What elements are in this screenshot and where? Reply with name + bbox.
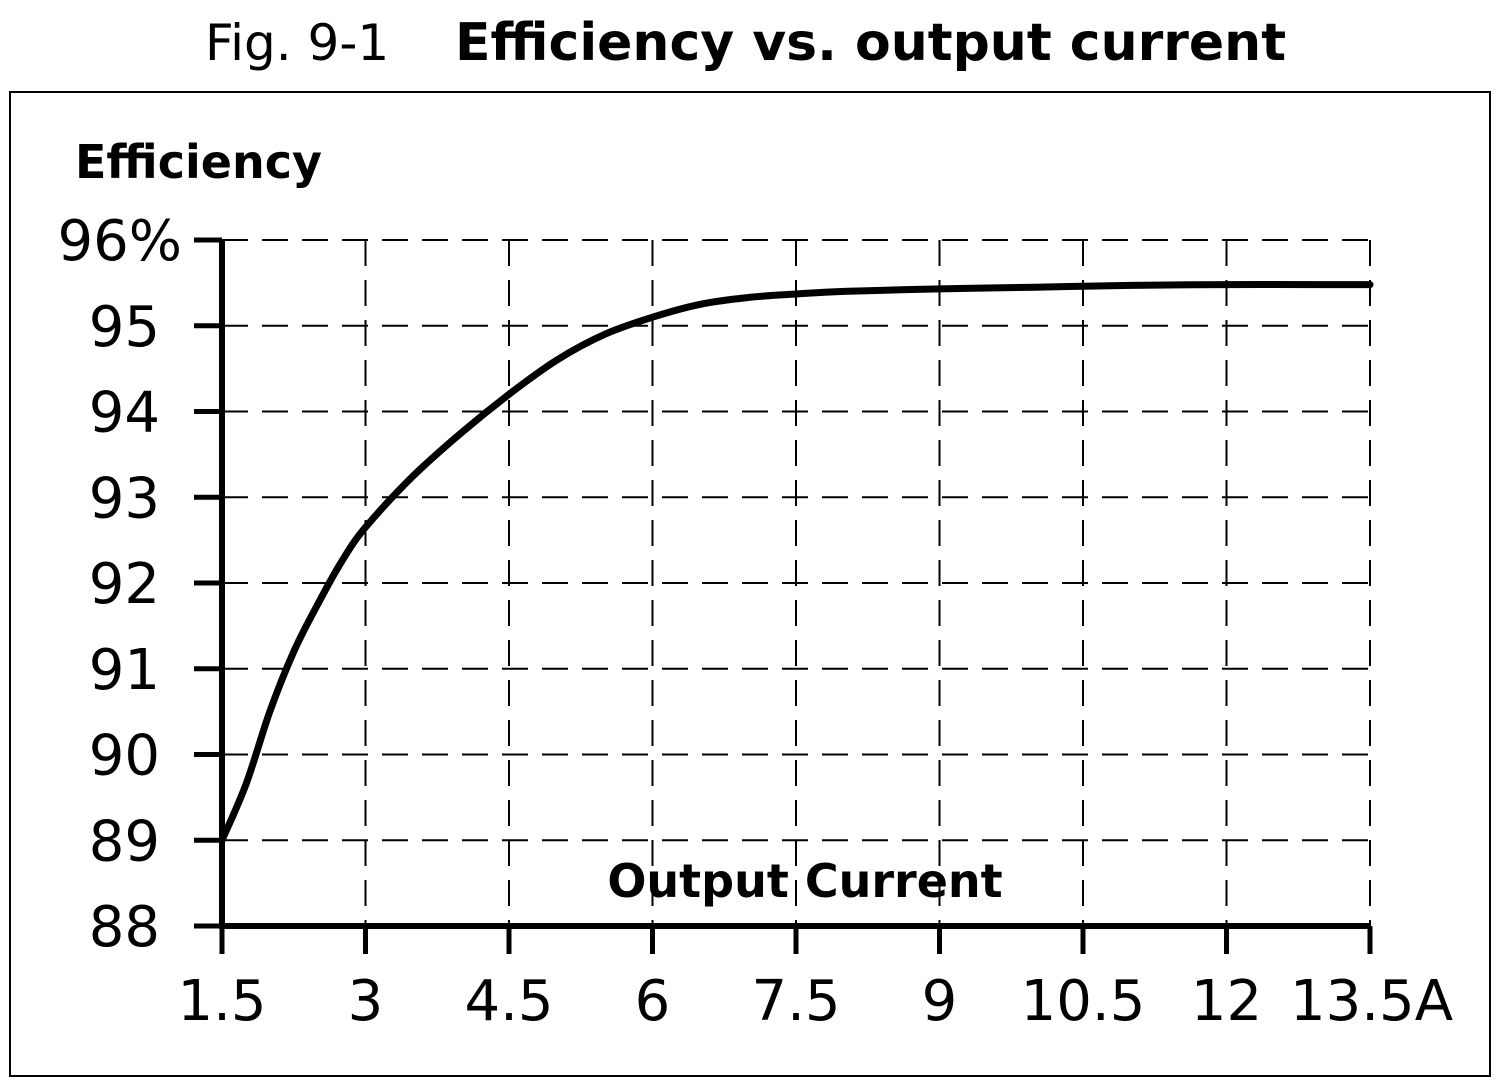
- x-tick-label: 1.5: [177, 969, 266, 1034]
- x-tick-label: 3: [348, 969, 384, 1034]
- chart-frame: [9, 91, 1491, 1077]
- y-tick-label: 94: [89, 381, 160, 446]
- x-tick-label: 10.5: [1021, 969, 1146, 1034]
- x-tick-label: 6: [635, 969, 671, 1034]
- y-axis-title: Efficiency: [75, 135, 322, 189]
- y-tick-label: 93: [89, 466, 160, 531]
- y-tick-label: 90: [89, 724, 160, 789]
- x-tick-label: 9: [922, 969, 958, 1034]
- y-tick-label: 92: [89, 552, 160, 617]
- axes: [194, 237, 1373, 954]
- x-axis-title: Output Current: [607, 854, 1002, 908]
- figure-title: Efficiency vs. output current: [455, 13, 1286, 73]
- y-tick-label: 88: [89, 895, 160, 960]
- x-tick-label: 13.5A: [1290, 969, 1453, 1034]
- y-tick-label: 91: [89, 638, 160, 703]
- y-tick-label: 96%: [58, 209, 182, 274]
- tick-labels: 88 89 90 91 92 93 94 95 96% 1.5 3 4.5 6 7.5 9 10.5 12 13.…: [58, 209, 1453, 1034]
- x-tick-label: 7.5: [751, 969, 840, 1034]
- efficiency-curve: [218, 281, 1374, 844]
- x-tick-label: 4.5: [464, 969, 553, 1034]
- figure-label: Fig. 9-1: [205, 14, 389, 72]
- y-tick-label: 89: [89, 809, 160, 874]
- series: [218, 281, 1374, 844]
- y-tick-label: 95: [89, 295, 160, 360]
- grid: [222, 239, 1371, 926]
- x-tick-label: 12: [1191, 969, 1262, 1034]
